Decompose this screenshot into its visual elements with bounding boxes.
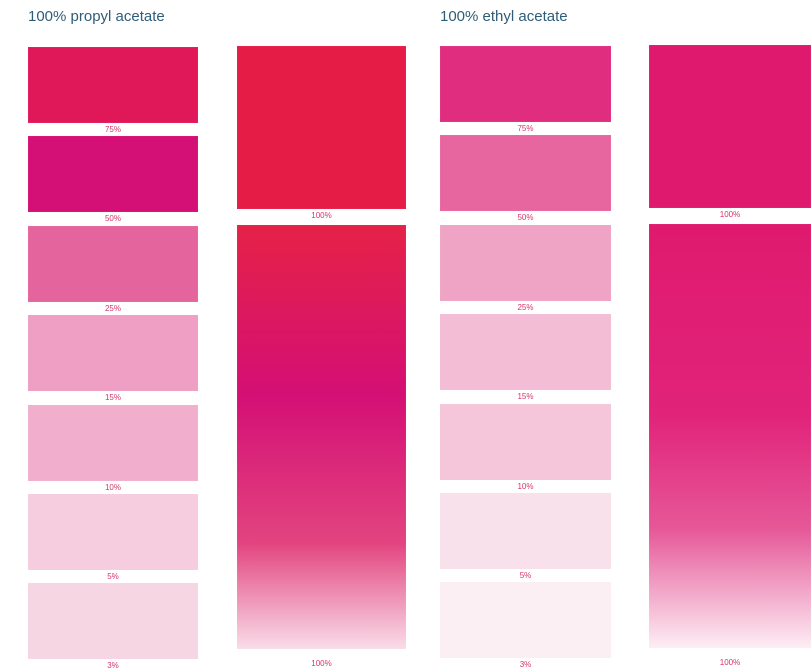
propyl-swatch-0	[28, 47, 198, 123]
propyl-swatch-label-4: 10%	[104, 483, 121, 492]
ethyl-swatch-3	[440, 314, 611, 390]
propyl-swatch-label-6: 3%	[107, 661, 119, 670]
ethyl-swatch-6	[440, 582, 611, 658]
ethyl-swatch-2	[440, 225, 611, 301]
propyl-solid-bar	[237, 46, 406, 209]
propyl-swatch-5	[28, 494, 198, 570]
ethyl-swatch-label-4: 10%	[517, 482, 534, 491]
propyl-swatch-label-2: 25%	[104, 304, 121, 313]
propyl-swatch-4	[28, 405, 198, 481]
ethyl-swatch-label-1: 50%	[517, 213, 534, 222]
propyl-gradient-bar-label: 100%	[311, 659, 332, 668]
ethyl-solid-bar	[649, 45, 811, 208]
ethyl-swatch-label-6: 3%	[519, 660, 532, 669]
propyl-acetate-title: 100% propyl acetate	[28, 8, 165, 25]
propyl-swatch-3	[28, 315, 198, 391]
ethyl-swatch-label-3: 15%	[517, 392, 534, 401]
ethyl-swatch-label-5: 5%	[519, 571, 532, 580]
propyl-solid-bar-label: 100%	[311, 211, 332, 220]
ethyl-swatch-1	[440, 135, 611, 211]
propyl-swatch-label-1: 50%	[104, 214, 121, 223]
ethyl-swatch-0	[440, 46, 611, 122]
ethyl-swatch-label-2: 25%	[517, 303, 534, 312]
ethyl-swatch-label-0: 75%	[517, 124, 534, 133]
propyl-swatch-label-5: 5%	[107, 572, 119, 581]
propyl-gradient-bar	[237, 225, 406, 649]
ethyl-gradient-bar-label: 100%	[719, 658, 741, 667]
propyl-swatch-label-3: 15%	[104, 393, 121, 402]
propyl-swatch-2	[28, 226, 198, 302]
ethyl-solid-bar-label: 100%	[719, 210, 741, 219]
ethyl-gradient-bar	[649, 224, 811, 648]
ethyl-swatch-4	[440, 404, 611, 480]
ethyl-swatch-5	[440, 493, 611, 569]
ethyl-acetate-title: 100% ethyl acetate	[440, 8, 568, 25]
propyl-swatch-6	[28, 583, 198, 659]
propyl-swatch-label-0: 75%	[104, 125, 121, 134]
propyl-swatch-1	[28, 136, 198, 212]
